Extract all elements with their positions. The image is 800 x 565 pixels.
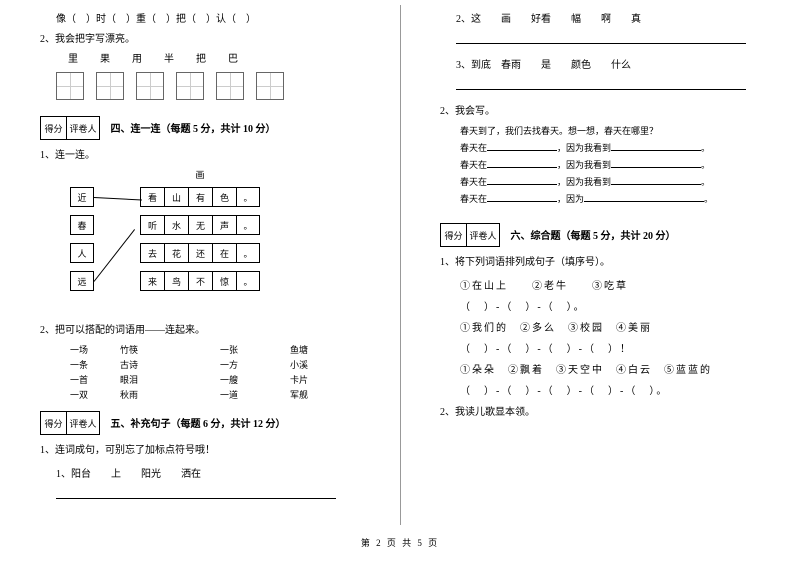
spring-line: 春天在，因为我看到。 — [460, 173, 770, 188]
match-left-item: 人 — [70, 243, 94, 263]
q1-chars: 像（ ）时（ ）重（ ）把（ ）认（ ） — [56, 12, 370, 28]
match-left-item: 春 — [70, 215, 94, 235]
match-area: 近 春 人 远 看山有色。 听水无声。 去花还在。 来鸟不惊。 — [70, 187, 330, 317]
sec4-q2: 2、把可以搭配的词语用——连起来。 — [40, 323, 370, 339]
match-row: 看山有色。 — [140, 187, 260, 207]
sec4-q1: 1、连一连。 — [40, 148, 370, 164]
group2-opts: ①我们的 ②多么 ③校园 ④美丽 — [460, 319, 770, 334]
match-top-label: 画 — [100, 168, 300, 181]
reviewer-label: 评卷人 — [67, 117, 99, 139]
match-right-col: 看山有色。 听水无声。 去花还在。 来鸟不惊。 — [140, 187, 260, 299]
score-row-6: 得分 评卷人 六、综合题（每题 5 分，共计 20 分） — [440, 215, 770, 251]
page-container: 像（ ）时（ ）重（ ）把（ ）认（ ） 2、我会把字写漂亮。 里果用半把巴 得… — [0, 0, 800, 530]
section-4-title: 四、连一连（每题 5 分，共计 10 分） — [111, 120, 276, 135]
left-column: 像（ ）时（ ）重（ ）把（ ）认（ ） 2、我会把字写漂亮。 里果用半把巴 得… — [0, 0, 400, 530]
score-label: 得分 — [41, 117, 67, 139]
pair-row: 一双秋雨一道军舰 — [70, 388, 370, 401]
spring-line: 春天在，因为。 — [460, 190, 770, 205]
sec5-q1: 1、连词成句，可别忘了加标点符号哦！ — [40, 443, 370, 459]
spring-line: 春天在，因为我看到。 — [460, 139, 770, 154]
match-left-col: 近 春 人 远 — [70, 187, 94, 299]
section-5-title: 五、补充句子（每题 6 分，共计 12 分） — [111, 415, 286, 430]
spring-line: 春天在，因为我看到。 — [460, 156, 770, 171]
q2-char-labels: 里果用半把巴 — [68, 52, 370, 68]
page-footer: 第 2 页 共 5 页 — [0, 536, 800, 549]
match-row: 来鸟不惊。 — [140, 271, 260, 291]
match-row: 听水无声。 — [140, 215, 260, 235]
pair-row: 一场竹筷一张鱼塘 — [70, 343, 370, 356]
sec6-q2: 2、我读儿歌显本领。 — [440, 405, 770, 421]
char-box — [256, 72, 284, 100]
group2-blanks: （ ）-（ ）-（ ）-（ ）！ — [460, 340, 770, 355]
group1-blanks: （ ）-（ ）-（ ）。 — [460, 298, 770, 313]
score-row-4: 得分 评卷人 四、连一连（每题 5 分，共计 10 分） — [40, 108, 370, 144]
q2-words: 2、这 画 好看 幅 啊 真 — [456, 12, 770, 28]
reviewer-label: 评卷人 — [467, 224, 499, 246]
answer-line — [456, 32, 746, 44]
sec-q2: 2、我会写。 — [440, 104, 770, 120]
match-left-item: 远 — [70, 271, 94, 291]
score-label: 得分 — [41, 412, 67, 434]
answer-line — [456, 78, 746, 90]
q3-words: 3、到底 春雨 是 颜色 什么 — [456, 58, 770, 74]
reviewer-label: 评卷人 — [67, 412, 99, 434]
char-box — [176, 72, 204, 100]
char-box — [136, 72, 164, 100]
score-box: 得分 评卷人 — [40, 116, 100, 140]
sec5-words: 1、阳台 上 阳光 洒在 — [56, 467, 370, 483]
q2-title: 2、我会把字写漂亮。 — [40, 32, 370, 48]
group1-opts: ①在山上 ②老牛 ③吃草 — [460, 277, 770, 292]
score-label: 得分 — [441, 224, 467, 246]
pair-row: 一首眼泪一艘卡片 — [70, 373, 370, 386]
char-box — [216, 72, 244, 100]
score-box: 得分 评卷人 — [40, 411, 100, 435]
match-line — [94, 197, 142, 201]
match-line — [94, 229, 135, 282]
match-left-item: 近 — [70, 187, 94, 207]
pair-row: 一条古诗一方小溪 — [70, 358, 370, 371]
group3-blanks: （ ）-（ ）-（ ）-（ ）-（ ）。 — [460, 382, 770, 397]
match-row: 去花还在。 — [140, 243, 260, 263]
right-column: 2、这 画 好看 幅 啊 真 3、到底 春雨 是 颜色 什么 2、我会写。 春天… — [400, 0, 800, 530]
char-box — [96, 72, 124, 100]
score-row-5: 得分 评卷人 五、补充句子（每题 6 分，共计 12 分） — [40, 403, 370, 439]
sec6-q1: 1、将下列词语排列成句子（填序号）。 — [440, 255, 770, 271]
char-grid — [56, 72, 370, 100]
score-box: 得分 评卷人 — [440, 223, 500, 247]
spring-intro: 春天到了，我们去找春天。想一想，春天在哪里？ — [460, 124, 770, 137]
group3-opts: ①朵朵 ②飘着 ③天空中 ④白云 ⑤蓝蓝的 — [460, 361, 770, 376]
answer-line — [56, 487, 336, 499]
section-6-title: 六、综合题（每题 5 分，共计 20 分） — [511, 227, 676, 242]
char-box — [56, 72, 84, 100]
